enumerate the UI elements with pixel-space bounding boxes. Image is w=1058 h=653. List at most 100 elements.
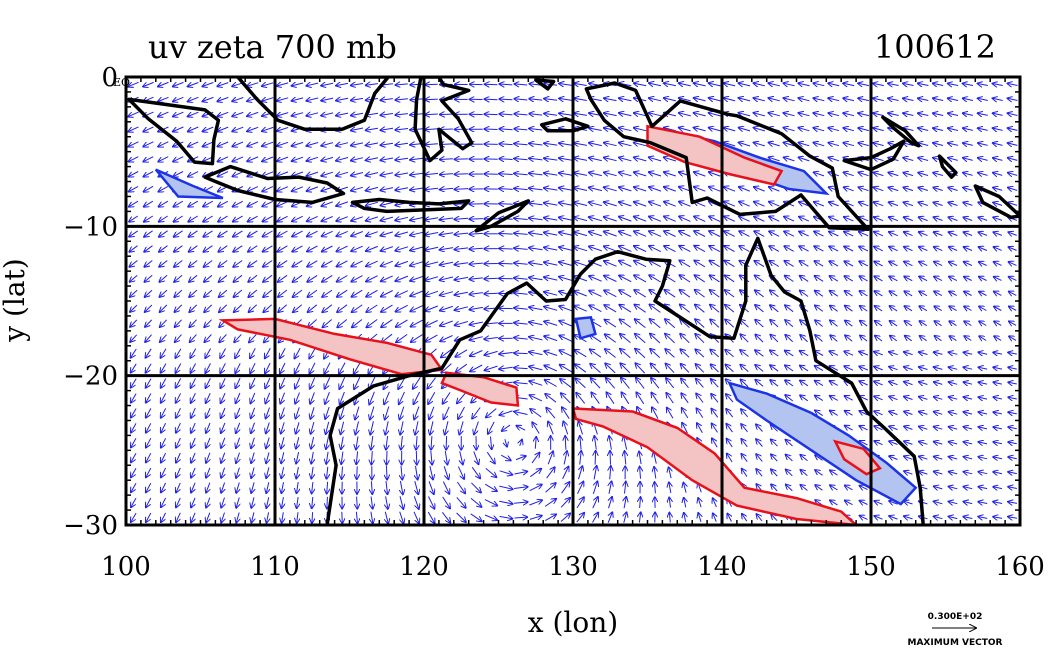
wind-vector [158, 141, 169, 147]
wind-vector [993, 427, 1003, 429]
wind-vector [814, 202, 824, 206]
wind-vector [356, 451, 357, 464]
wind-vector [1008, 188, 1018, 191]
wind-vector [145, 304, 153, 312]
wind-vector [634, 202, 647, 207]
wind-vector [175, 304, 183, 312]
wind-vector [858, 83, 870, 85]
wind-vector [934, 367, 943, 369]
wind-vector [146, 393, 152, 403]
wind-vector [769, 113, 780, 116]
wind-vector [963, 84, 974, 86]
wind-vector [308, 289, 318, 297]
wind-vector [664, 98, 677, 101]
wind-vector [322, 230, 333, 236]
wind-vector [505, 439, 507, 446]
wind-vector [310, 377, 316, 389]
wind-vector [873, 98, 884, 100]
wind-vector [680, 305, 691, 313]
wind-vector [815, 455, 823, 461]
wind-vector [277, 186, 289, 192]
wind-vector [469, 278, 483, 279]
wind-vector [858, 128, 869, 131]
wind-vector [813, 98, 825, 101]
wind-vector [514, 233, 528, 234]
wind-vector [919, 306, 928, 311]
wind-vector [993, 367, 1003, 369]
wind-vector [949, 457, 958, 459]
wind-vector [771, 454, 778, 462]
wind-vector [815, 261, 824, 267]
wind-vector [267, 512, 269, 522]
wind-vector [1009, 292, 1017, 296]
wind-vector [491, 436, 492, 450]
wind-vector [262, 98, 274, 101]
wind-vector [544, 158, 558, 160]
wind-vector [251, 407, 255, 418]
wind-vector [514, 248, 528, 249]
wind-vector [161, 482, 167, 492]
wind-vector [740, 320, 749, 328]
wind-vector [410, 275, 424, 281]
wind-vector [281, 407, 285, 419]
wind-vector [993, 232, 1003, 235]
wind-vector [635, 334, 646, 344]
wind-vector [874, 232, 884, 236]
wind-vector [221, 512, 224, 523]
wind-vector [964, 292, 972, 296]
wind-vector [755, 261, 765, 268]
wind-vector [529, 337, 543, 340]
wind-vector [457, 392, 466, 404]
wind-vector [874, 352, 883, 355]
wind-vector [336, 172, 349, 176]
wind-vector [395, 217, 409, 220]
wind-vector [639, 452, 641, 465]
wind-vector [485, 365, 498, 370]
wind-vector [754, 98, 766, 101]
wind-vector [934, 232, 943, 235]
wind-vector [577, 482, 584, 494]
wind-vector [425, 84, 438, 85]
wind-vector [650, 349, 661, 358]
wind-vector [559, 350, 572, 357]
wind-vector [173, 96, 184, 101]
wind-vector [545, 380, 557, 387]
wind-vector [366, 245, 378, 251]
wind-vector [604, 217, 617, 222]
wind-vector [993, 472, 1003, 474]
wind-vector [619, 98, 632, 101]
wind-vector [188, 111, 199, 116]
wind-vector [771, 484, 778, 492]
wind-vector [175, 319, 182, 327]
wind-vector [963, 173, 973, 176]
wind-vector [604, 187, 617, 191]
wind-vector [784, 143, 795, 146]
wind-vector [904, 516, 913, 519]
wind-vector [351, 143, 364, 146]
wind-vector [684, 498, 686, 508]
wind-vector [933, 173, 944, 176]
wind-vector [131, 438, 137, 447]
wind-vector [395, 232, 409, 236]
wind-vector [262, 127, 274, 131]
wind-vector [232, 141, 244, 146]
wind-vector [366, 231, 378, 236]
wind-vector [621, 378, 630, 389]
wind-vector [529, 248, 543, 250]
wind-vector [784, 217, 795, 222]
wind-vector [248, 260, 258, 267]
wind-vector [724, 187, 736, 192]
wind-vector [455, 189, 469, 190]
wind-vector [219, 289, 228, 297]
wind-vector [442, 496, 450, 508]
x-axis-label: x (lon) [528, 606, 618, 639]
wind-vector [1008, 113, 1018, 115]
wind-vector [858, 98, 870, 100]
wind-vector [574, 232, 588, 236]
wind-vector [336, 98, 349, 100]
wind-vector [669, 498, 670, 508]
wind-vector [366, 187, 379, 190]
wind-vector [919, 232, 928, 236]
wind-vector [589, 202, 603, 206]
wind-vector [189, 289, 198, 297]
